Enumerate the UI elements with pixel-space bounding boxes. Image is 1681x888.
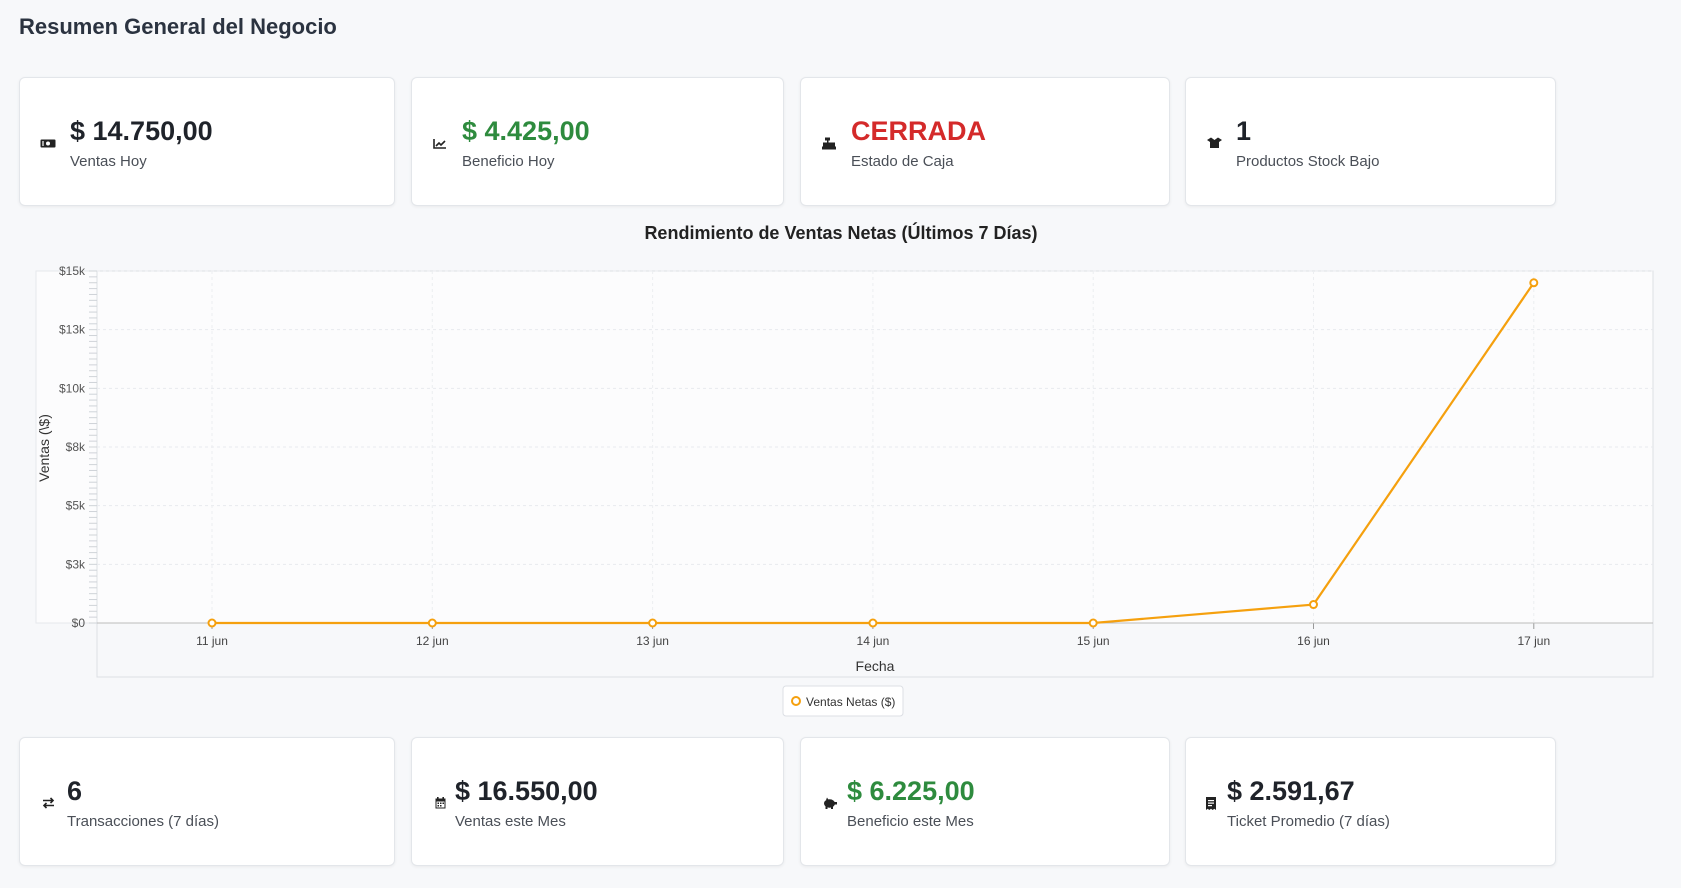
x-tick-label: 11 jun	[196, 634, 228, 648]
calendar-icon	[432, 796, 448, 810]
x-tick-label: 13 jun	[636, 634, 669, 648]
x-tick-label: 14 jun	[857, 634, 890, 648]
chart-inner-frame	[96, 270, 1654, 678]
card-label: Productos Stock Bajo	[1236, 153, 1380, 170]
y-tick-label: $10k	[59, 381, 86, 395]
chart-grid	[97, 270, 1653, 624]
card-label: Beneficio este Mes	[847, 813, 974, 830]
x-tick-label: 16 jun	[1297, 634, 1330, 648]
chart-y-axis: $0 $3k $5k $8k $10k $13k $15k	[59, 264, 97, 630]
data-point	[1088, 618, 1098, 628]
card-value: $ 4.425,00	[462, 116, 590, 146]
x-tick-label: 17 jun	[1517, 634, 1550, 648]
legend-box	[782, 685, 904, 717]
page-title: Resumen General del Negocio	[19, 14, 337, 39]
box-icon	[1206, 136, 1222, 150]
y-tick-label: $0	[72, 616, 86, 630]
piggy-bank-icon	[821, 796, 837, 810]
card-value: $ 16.550,00	[455, 776, 598, 806]
cash-register-icon	[821, 136, 837, 150]
chart-svg: Rendimiento de Ventas Netas (Últimos 7 D…	[35, 222, 1654, 717]
card-label: Ventas este Mes	[455, 813, 566, 830]
sales-chart: Rendimiento de Ventas Netas (Últimos 7 D…	[0, 220, 1681, 720]
chart-y-label: Ventas (\$)	[36, 414, 52, 482]
card-ventas-mes: $ 16.550,00 Ventas este Mes	[411, 737, 784, 866]
chart-x-label: Fecha	[856, 658, 895, 674]
card-ticket-promedio: $ 2.591,67 Ticket Promedio (7 días)	[1185, 737, 1556, 866]
y-tick-label: $3k	[66, 557, 86, 571]
card-value: $ 14.750,00	[70, 116, 213, 146]
exchange-icon	[40, 796, 56, 810]
card-value: 1	[1236, 116, 1252, 146]
x-tick-label: 15 jun	[1077, 634, 1110, 648]
y-tick-label: $15k	[59, 264, 86, 278]
data-point	[207, 618, 217, 628]
chart-title: Rendimiento de Ventas Netas (Últimos 7 D…	[644, 222, 1037, 243]
card-value: $ 2.591,67	[1227, 776, 1355, 806]
data-point	[1529, 278, 1539, 288]
card-label: Ticket Promedio (7 días)	[1227, 813, 1390, 830]
data-point	[427, 618, 437, 628]
card-value: $ 6.225,00	[847, 776, 975, 806]
card-stock-bajo: 1 Productos Stock Bajo	[1185, 77, 1556, 206]
card-label: Ventas Hoy	[70, 153, 147, 170]
money-icon	[40, 136, 56, 150]
y-tick-label: $5k	[66, 499, 86, 513]
card-label: Estado de Caja	[851, 153, 954, 170]
legend-marker	[791, 696, 801, 706]
x-tick-label: 12 jun	[416, 634, 449, 648]
card-label: Beneficio Hoy	[462, 153, 555, 170]
data-point	[868, 618, 878, 628]
card-beneficio-hoy: $ 4.425,00 Beneficio Hoy	[411, 77, 784, 206]
data-point	[1309, 600, 1318, 610]
chart-series	[207, 278, 1539, 628]
card-estado-caja: CERRADA Estado de Caja	[800, 77, 1170, 206]
stats-cards: 6 Transacciones (7 días) $ 16.550,00 Ven…	[19, 737, 1667, 866]
card-transacciones: 6 Transacciones (7 días)	[19, 737, 395, 866]
card-label: Transacciones (7 días)	[67, 813, 220, 830]
y-tick-label: $13k	[59, 323, 86, 337]
card-value: 6	[67, 776, 83, 806]
y-tick-label: $8k	[66, 440, 86, 454]
card-value: CERRADA	[851, 116, 986, 146]
card-ventas-hoy: $ 14.750,00 Ventas Hoy	[19, 77, 395, 206]
receipt-icon	[1203, 796, 1219, 810]
card-beneficio-mes: $ 6.225,00 Beneficio este Mes	[800, 737, 1170, 866]
chart-legend[interactable]: Ventas Netas ($)	[782, 685, 904, 717]
summary-cards: $ 14.750,00 Ventas Hoy $ 4.425,00 Benefi…	[19, 77, 1667, 206]
chart-line-icon	[432, 136, 448, 150]
data-point	[648, 618, 658, 628]
legend-label: Ventas Netas ($)	[806, 695, 895, 709]
